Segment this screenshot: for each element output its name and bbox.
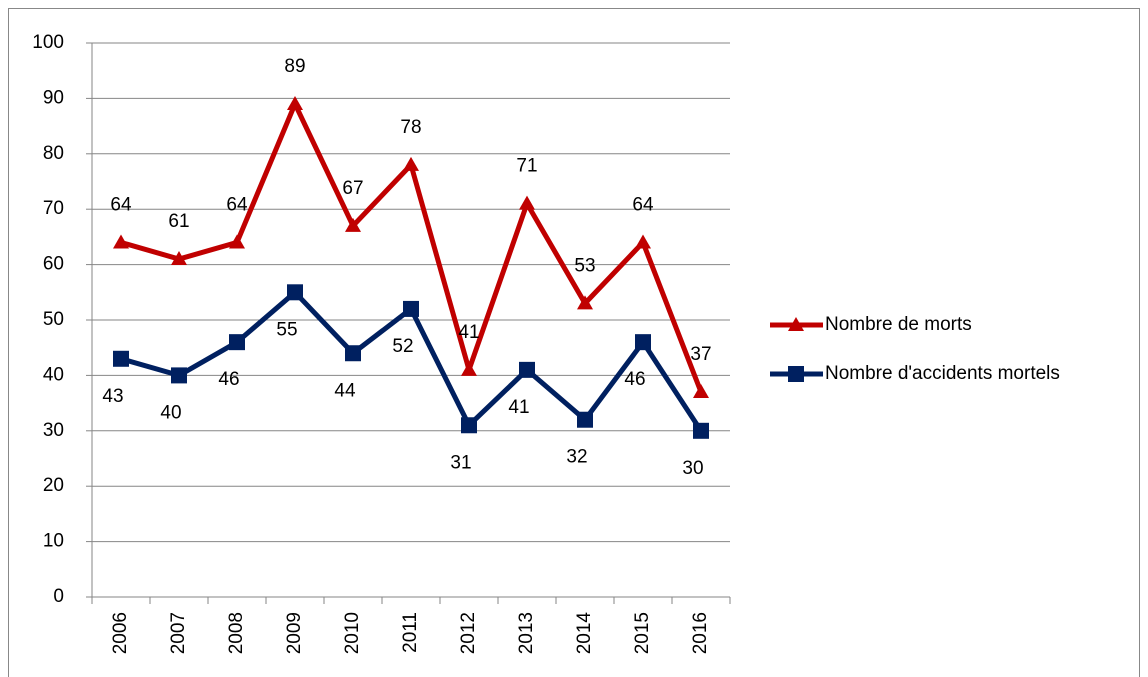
x-tick-label: 2009 xyxy=(284,612,305,654)
y-tick-label: 30 xyxy=(43,420,64,441)
y-tick-label: 80 xyxy=(43,143,64,164)
marker xyxy=(635,334,651,351)
marker xyxy=(403,156,419,171)
marker xyxy=(403,300,419,317)
x-tick-label: 2014 xyxy=(574,612,595,655)
data-label: 46 xyxy=(624,369,645,390)
data-label: 64 xyxy=(632,194,654,215)
marker xyxy=(461,361,477,376)
y-tick-label: 40 xyxy=(43,364,64,385)
data-label: 89 xyxy=(284,56,305,77)
x-tick-label: 2008 xyxy=(226,612,247,654)
x-tick-label: 2011 xyxy=(400,612,421,653)
data-label: 44 xyxy=(334,380,356,401)
marker xyxy=(519,361,535,378)
x-tick-label: 2007 xyxy=(168,612,189,654)
marker xyxy=(229,334,245,351)
marker xyxy=(788,366,804,382)
marker xyxy=(461,417,477,434)
data-label: 53 xyxy=(574,255,595,276)
data-label: 67 xyxy=(342,178,363,199)
data-label: 71 xyxy=(516,156,537,177)
marker xyxy=(171,367,187,384)
marker xyxy=(113,234,129,249)
y-tick-label: 100 xyxy=(32,32,64,53)
y-tick-label: 20 xyxy=(43,475,64,496)
x-tick-label: 2013 xyxy=(516,612,537,654)
y-tick-label: 90 xyxy=(43,87,64,108)
data-label: 40 xyxy=(160,402,181,423)
data-label: 31 xyxy=(450,452,471,473)
x-tick-label: 2012 xyxy=(458,612,479,654)
data-label: 32 xyxy=(566,447,587,468)
data-label: 52 xyxy=(392,336,413,357)
marker xyxy=(287,284,303,301)
marker xyxy=(577,411,593,428)
data-label: 43 xyxy=(102,386,123,407)
y-tick-label: 50 xyxy=(43,309,64,330)
data-label: 41 xyxy=(458,322,479,343)
data-label: 78 xyxy=(400,117,421,138)
x-tick-label: 2016 xyxy=(690,612,711,654)
marker xyxy=(519,195,535,210)
data-label: 30 xyxy=(682,458,703,479)
marker xyxy=(788,317,804,331)
data-label: 64 xyxy=(226,194,248,215)
marker xyxy=(229,234,245,249)
legend-label: Nombre de morts xyxy=(825,314,972,335)
data-label: 55 xyxy=(276,319,297,340)
y-tick-label: 70 xyxy=(43,198,64,219)
marker xyxy=(577,295,593,310)
marker xyxy=(693,422,709,439)
data-label: 46 xyxy=(218,369,239,390)
data-label: 41 xyxy=(508,397,529,418)
chart-frame xyxy=(8,8,1140,677)
x-tick-label: 2006 xyxy=(110,612,131,654)
data-label: 61 xyxy=(168,211,189,232)
marker xyxy=(693,384,709,399)
x-tick-label: 2015 xyxy=(632,612,653,654)
marker xyxy=(287,95,303,110)
y-tick-label: 60 xyxy=(43,254,64,275)
y-tick-label: 0 xyxy=(53,586,64,607)
y-tick-label: 10 xyxy=(43,531,64,552)
legend-label: Nombre d'accidents mortels xyxy=(825,363,1060,384)
data-label: 64 xyxy=(110,194,132,215)
data-label: 37 xyxy=(690,344,711,365)
marker xyxy=(171,251,187,266)
x-tick-label: 2010 xyxy=(342,612,363,654)
marker xyxy=(635,234,651,249)
marker xyxy=(345,217,361,232)
marker xyxy=(113,350,129,367)
marker xyxy=(345,345,361,362)
